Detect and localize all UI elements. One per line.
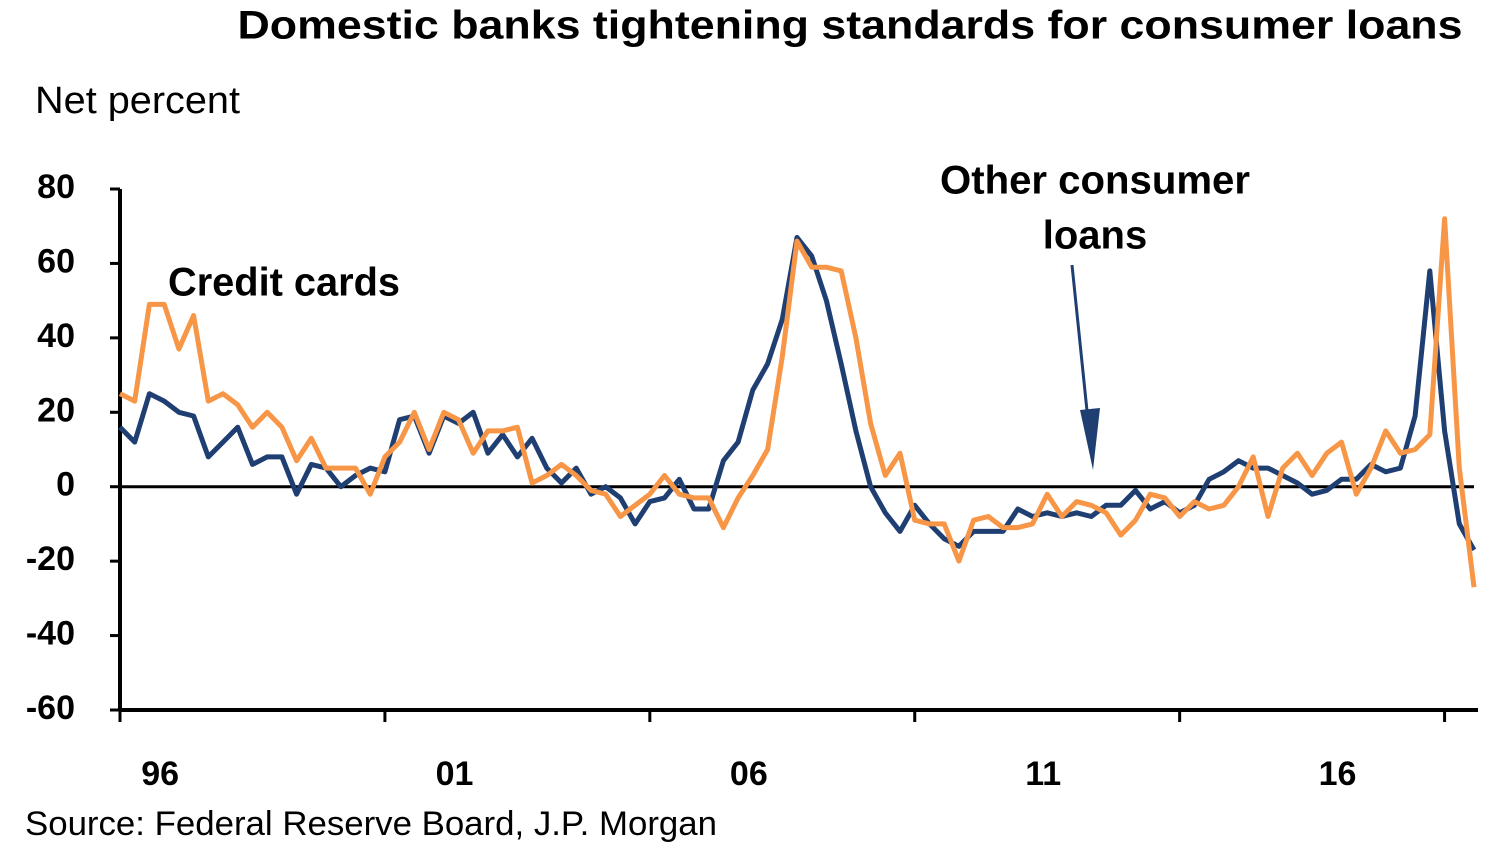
x-tick-label: 11 (1025, 755, 1061, 793)
y-tick-label: 20 (37, 391, 75, 429)
y-tick-label: 80 (37, 168, 75, 206)
y-tick-label: 40 (37, 317, 75, 355)
y-tick-label: 0 (56, 466, 75, 504)
y-axis-label: Net percent (35, 80, 240, 122)
series-line (118, 216, 1477, 588)
annotation: Other consumer (940, 159, 1250, 203)
x-tick-label: 16 (1319, 755, 1357, 793)
annotation: Credit cards (168, 261, 400, 305)
arrow-head (1080, 408, 1100, 470)
x-tick-label: 06 (730, 755, 768, 793)
x-tick-label: 96 (141, 755, 179, 793)
x-tick-label: 01 (436, 755, 474, 793)
y-tick-label: 60 (37, 242, 75, 280)
annotation: loans (1043, 214, 1147, 258)
y-tick-label: -60 (26, 689, 75, 727)
source: Source: Federal Reserve Board, J.P. Morg… (25, 805, 717, 843)
y-tick-label: -20 (26, 540, 75, 578)
y-tick-label: -40 (26, 615, 75, 653)
chart-title: Domestic banks tightening standards for … (238, 4, 1463, 48)
